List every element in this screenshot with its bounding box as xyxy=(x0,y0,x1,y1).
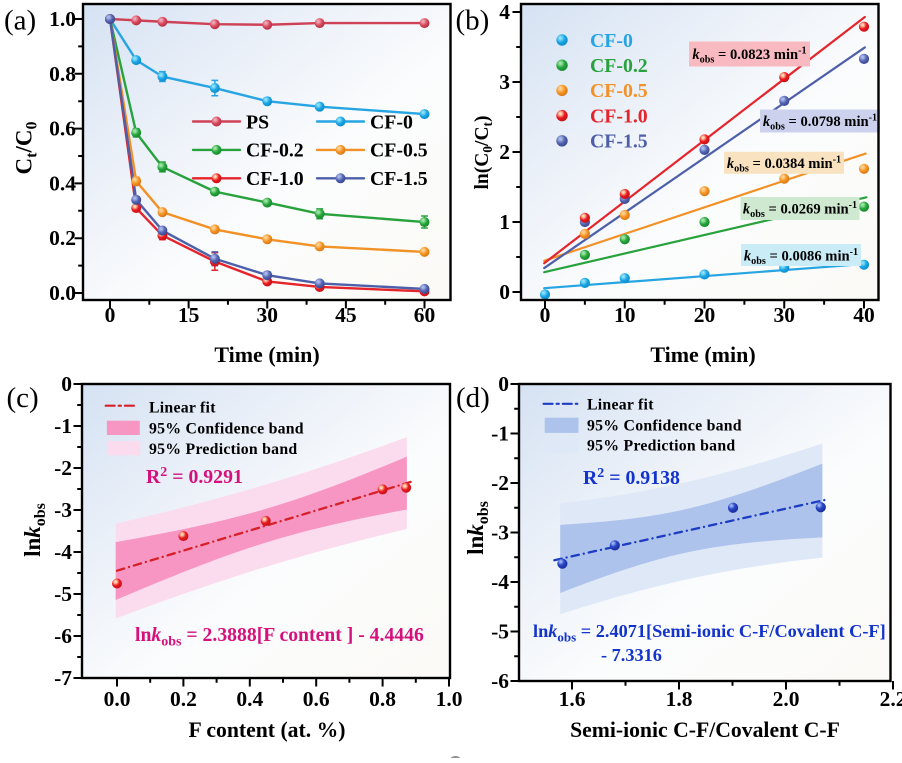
svg-text:CF-0.5: CF-0.5 xyxy=(590,80,648,102)
svg-text:(d): (d) xyxy=(456,382,490,414)
svg-text:3: 3 xyxy=(499,70,510,94)
svg-text:0.8: 0.8 xyxy=(369,687,396,711)
svg-text:1.8: 1.8 xyxy=(666,687,693,711)
svg-text:R2 = 0.9138: R2 = 0.9138 xyxy=(583,466,680,489)
svg-text:(c): (c) xyxy=(7,382,39,414)
svg-text:CF-0.5: CF-0.5 xyxy=(370,140,428,162)
svg-text:-1: -1 xyxy=(54,414,72,438)
svg-text:CF-1.0: CF-1.0 xyxy=(246,168,304,190)
svg-text:CF-1.5: CF-1.5 xyxy=(370,168,428,190)
svg-text:-3: -3 xyxy=(491,521,509,545)
svg-text:-1: -1 xyxy=(491,422,509,446)
svg-text:95% Prediction band: 95% Prediction band xyxy=(587,438,735,455)
svg-text:(b): (b) xyxy=(456,5,490,37)
svg-text:Ct/C0: Ct/C0 xyxy=(12,122,41,175)
svg-text:Linear fit: Linear fit xyxy=(149,400,216,417)
svg-text:15: 15 xyxy=(178,303,200,327)
svg-text:CF-0: CF-0 xyxy=(370,111,413,133)
svg-text:1.0: 1.0 xyxy=(436,687,463,711)
svg-text:1: 1 xyxy=(499,210,510,234)
svg-text:- 7.3316: - 7.3316 xyxy=(601,645,662,665)
svg-text:-3: -3 xyxy=(54,498,72,522)
svg-text:2: 2 xyxy=(499,140,510,164)
svg-text:1.6: 1.6 xyxy=(559,687,586,711)
svg-text:40: 40 xyxy=(853,303,875,327)
svg-text:0.4: 0.4 xyxy=(236,687,263,711)
svg-text:CF-0.2: CF-0.2 xyxy=(246,140,304,162)
svg-text:Semi-ionic C-F/Covalent C-F: Semi-ionic C-F/Covalent C-F xyxy=(570,718,840,742)
svg-text:kobs = 0.0086 min-1: kobs = 0.0086 min-1 xyxy=(744,247,858,267)
svg-text:0.6: 0.6 xyxy=(303,687,330,711)
svg-text:30: 30 xyxy=(257,303,279,327)
svg-text:-6: -6 xyxy=(491,669,509,693)
svg-text:0.8: 0.8 xyxy=(49,62,76,86)
svg-text:-7: -7 xyxy=(54,666,72,690)
svg-text:0: 0 xyxy=(61,372,72,396)
svg-text:CF-0.2: CF-0.2 xyxy=(590,55,648,77)
svg-text:1.0: 1.0 xyxy=(49,7,76,31)
svg-text:(a): (a) xyxy=(4,5,36,37)
svg-text:-6: -6 xyxy=(54,624,72,648)
svg-text:95% Prediction band: 95% Prediction band xyxy=(149,441,297,458)
svg-text:F content (at. %): F content (at. %) xyxy=(189,718,346,742)
svg-text:kobs = 0.0823 min-1: kobs = 0.0823 min-1 xyxy=(692,46,806,66)
svg-text:CF-1.0: CF-1.0 xyxy=(590,105,648,127)
svg-text:-4: -4 xyxy=(491,570,509,594)
svg-text:-2: -2 xyxy=(54,456,72,480)
svg-text:lnkobs: lnkobs xyxy=(20,503,49,557)
svg-text:-5: -5 xyxy=(491,620,509,644)
svg-text:0: 0 xyxy=(105,303,116,327)
svg-text:0.0: 0.0 xyxy=(49,281,76,305)
svg-text:10: 10 xyxy=(614,303,636,327)
svg-text:2.0: 2.0 xyxy=(773,687,800,711)
svg-text:lnkobs = 2.4071[Semi-ionic C-F: lnkobs = 2.4071[Semi-ionic C-F/Covalent … xyxy=(533,621,886,645)
svg-text:30: 30 xyxy=(774,303,796,327)
svg-text:-5: -5 xyxy=(54,582,72,606)
svg-text:kobs = 0.0269 min-1: kobs = 0.0269 min-1 xyxy=(743,200,857,220)
svg-text:0: 0 xyxy=(499,280,510,304)
svg-text:95% Confidence band: 95% Confidence band xyxy=(587,418,742,435)
svg-text:PS: PS xyxy=(246,111,269,133)
svg-text:20: 20 xyxy=(694,303,716,327)
svg-text:0.4: 0.4 xyxy=(49,171,76,195)
svg-text:Linear fit: Linear fit xyxy=(587,397,654,414)
svg-text:kobs = 0.0798 min-1: kobs = 0.0798 min-1 xyxy=(763,113,877,133)
svg-text:0: 0 xyxy=(498,372,509,396)
svg-text:R2 = 0.9291: R2 = 0.9291 xyxy=(146,465,243,488)
svg-text:60: 60 xyxy=(414,303,436,327)
svg-text:CF-1.5: CF-1.5 xyxy=(590,131,648,153)
svg-text:kobs = 0.0384 min-1: kobs = 0.0384 min-1 xyxy=(727,155,841,175)
svg-text:0.6: 0.6 xyxy=(49,117,76,141)
svg-text:Time (min): Time (min) xyxy=(214,342,319,367)
svg-text:lnkobs = 2.3888[F content ] -: lnkobs = 2.3888[F content ] - 4.4446 xyxy=(135,624,424,650)
svg-text:0: 0 xyxy=(540,303,551,327)
svg-text:ln(C0/Ct): ln(C0/Ct) xyxy=(472,115,495,189)
svg-text:4: 4 xyxy=(499,0,510,24)
svg-text:Time (min): Time (min) xyxy=(650,342,755,367)
svg-text:0.2: 0.2 xyxy=(170,687,197,711)
svg-text:0.2: 0.2 xyxy=(49,226,76,250)
svg-text:0.0: 0.0 xyxy=(104,687,131,711)
svg-text:-4: -4 xyxy=(54,540,72,564)
svg-text:2.2: 2.2 xyxy=(880,687,902,711)
svg-text:-2: -2 xyxy=(491,471,509,495)
svg-text:45: 45 xyxy=(335,303,357,327)
svg-text:CF-0: CF-0 xyxy=(590,30,633,52)
svg-text:95% Confidence band: 95% Confidence band xyxy=(149,421,304,438)
